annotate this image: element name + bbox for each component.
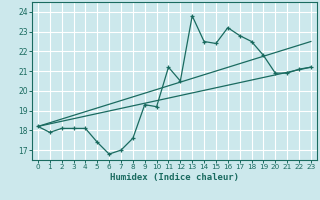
X-axis label: Humidex (Indice chaleur): Humidex (Indice chaleur) [110, 173, 239, 182]
